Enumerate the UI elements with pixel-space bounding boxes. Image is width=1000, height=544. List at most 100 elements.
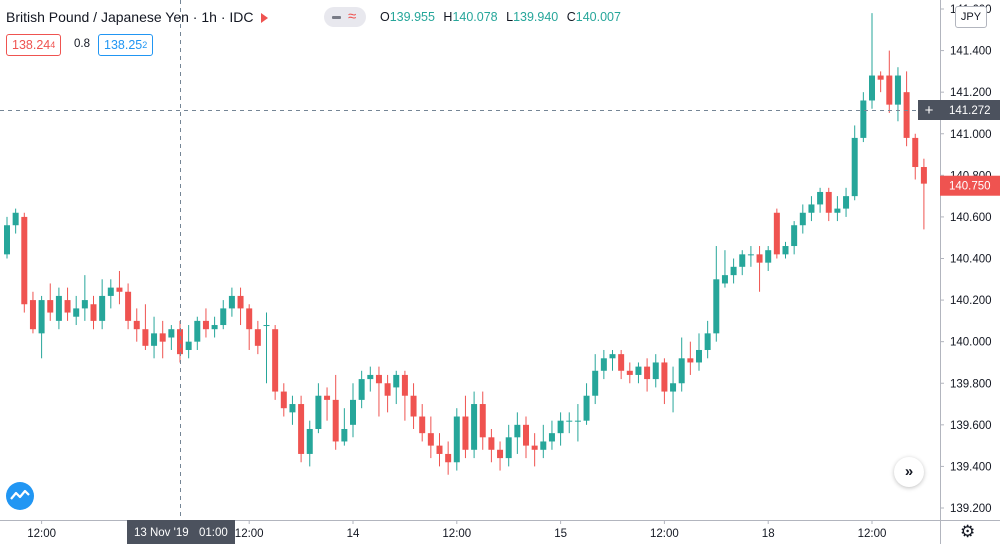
high-key: H — [443, 10, 453, 24]
candle-body — [427, 433, 434, 446]
candle-body — [462, 416, 469, 450]
close-value: 140.007 — [575, 10, 621, 24]
wave-icon: ≈ — [348, 8, 357, 25]
sell-price: 138.24 — [12, 38, 51, 52]
candles — [4, 13, 927, 475]
price-tick-label: 139.200 — [950, 503, 992, 515]
candle-body — [825, 191, 832, 213]
price-tick-label: 139.800 — [950, 378, 992, 390]
candle-body — [90, 304, 97, 321]
crosshair — [0, 0, 940, 520]
candle-body — [99, 295, 106, 321]
candle-body — [237, 295, 244, 309]
candle-body — [159, 333, 166, 342]
sell-price-pip: 4 — [50, 40, 56, 50]
candle-body — [228, 295, 235, 309]
price-axis-bg — [940, 0, 1000, 544]
time-tick-label: 14 — [347, 528, 360, 540]
candle-body — [194, 320, 201, 342]
candle-body — [782, 246, 789, 255]
candle-body — [514, 424, 521, 438]
price-tick-label: 139.400 — [950, 461, 992, 473]
candle-body — [687, 358, 694, 363]
candle-body — [523, 424, 529, 446]
candle-body — [393, 374, 400, 388]
candle-body — [678, 358, 685, 384]
candle-body — [894, 75, 901, 105]
indicator-toggle[interactable]: ≈ — [324, 7, 366, 27]
candle-body — [298, 404, 305, 454]
currency-button[interactable]: JPY — [955, 6, 987, 28]
candle-body — [808, 204, 815, 213]
candle-body — [747, 254, 754, 256]
candle-body — [29, 300, 36, 330]
candle-body — [696, 349, 702, 363]
candle-body — [886, 75, 893, 105]
candle-body — [869, 75, 875, 101]
candle-body — [73, 308, 80, 317]
candle-body — [272, 329, 279, 392]
minus-icon — [332, 16, 341, 19]
candle-body — [358, 379, 365, 400]
candle-body — [644, 366, 651, 380]
candle-body — [635, 366, 642, 375]
candle-body — [401, 374, 408, 396]
candle-body — [21, 216, 28, 305]
candle-body — [220, 308, 227, 326]
high-value: 140.078 — [452, 10, 498, 24]
candle-body — [445, 453, 452, 463]
candle-body — [332, 399, 339, 442]
sell-button[interactable]: 138.244 — [6, 34, 62, 56]
candle-body — [107, 287, 114, 296]
buy-button[interactable]: 138.252 — [98, 34, 154, 56]
candle-body — [375, 374, 382, 384]
candle-body — [246, 308, 253, 330]
candle-body — [765, 250, 772, 263]
candle-body — [125, 291, 132, 321]
candle-body — [12, 212, 19, 226]
candle-body — [505, 437, 512, 459]
candle-body — [289, 404, 296, 413]
candle-body — [600, 358, 607, 371]
buy-price: 138.25 — [104, 38, 143, 52]
gear-icon[interactable]: ⚙ — [960, 522, 976, 541]
candle-body — [877, 75, 884, 80]
candle-body — [116, 287, 123, 292]
candle-body — [280, 391, 287, 409]
open-value: 139.955 — [389, 10, 435, 24]
candle-body — [142, 329, 149, 346]
candle-body — [419, 416, 426, 434]
candle-body — [47, 300, 54, 313]
candle-body — [609, 354, 616, 359]
candle-body — [151, 333, 158, 346]
candle-body — [540, 441, 547, 450]
candle-body — [626, 370, 633, 375]
candle-body — [350, 399, 356, 425]
candle-body — [185, 341, 192, 350]
time-tick-label: 15 — [554, 528, 567, 540]
scroll-to-realtime-button[interactable]: » — [894, 457, 924, 487]
candle-body — [652, 362, 659, 380]
candle-body — [254, 329, 261, 346]
time-tick-label: 12:00 — [858, 528, 887, 540]
time-tick-label: 12:00 — [650, 528, 679, 540]
candle-body — [133, 320, 140, 330]
candle-body — [721, 275, 728, 284]
candle-body — [497, 449, 504, 459]
tradingview-logo-icon[interactable] — [6, 482, 34, 510]
candle-body — [436, 445, 443, 454]
candle-body — [64, 300, 71, 313]
candle-body — [834, 208, 841, 213]
crosshair-price-bg — [940, 100, 1000, 120]
candle-body — [306, 428, 313, 454]
candle-body — [211, 325, 218, 330]
symbol-header[interactable]: British Pound / Japanese Yen · 1h · IDC — [6, 9, 274, 25]
candle-body — [851, 137, 858, 197]
add-alert-button — [918, 100, 940, 120]
crosshair-price-label: 141.272 — [949, 105, 991, 117]
ohlc-readout: O139.955 H140.078 L139.940 C140.007 — [380, 10, 626, 24]
flag-icon[interactable] — [261, 13, 269, 24]
double-chevron-right-icon: » — [904, 463, 914, 480]
